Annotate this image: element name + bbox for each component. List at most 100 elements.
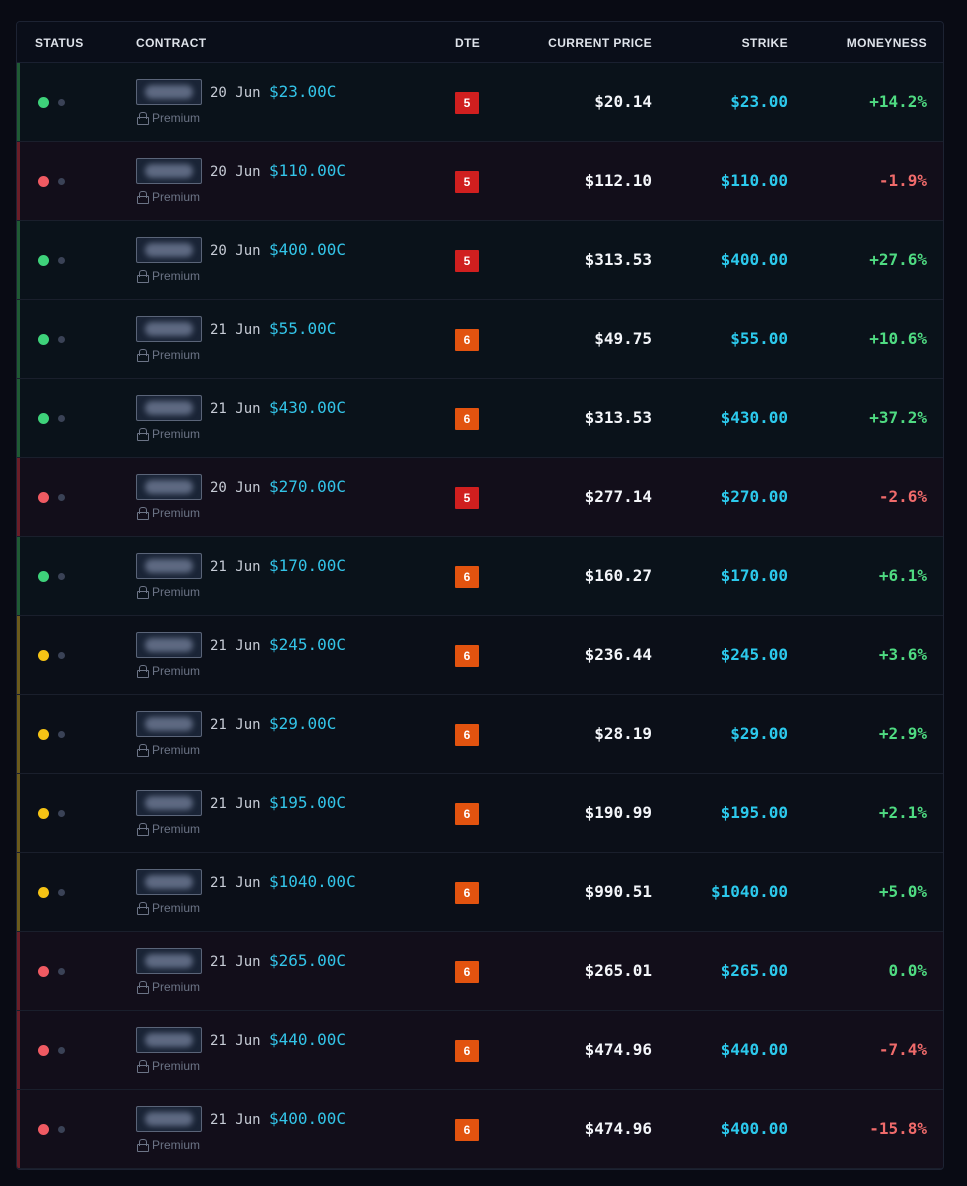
premium-label: Premium bbox=[137, 506, 200, 520]
secondary-status-dot bbox=[58, 494, 65, 501]
current-price: $49.75 bbox=[594, 329, 652, 348]
status-indicator-dot bbox=[38, 413, 49, 424]
table-header: STATUS CONTRACT DTE CURRENT PRICE STRIKE… bbox=[17, 22, 943, 63]
current-price: $160.27 bbox=[584, 566, 652, 585]
contract-strike-label[interactable]: $195.00C bbox=[269, 793, 347, 812]
premium-label: Premium bbox=[137, 427, 200, 441]
table-row[interactable]: 20 Jun $23.00C Premium 5 $20.14 $23.00 +14.2% bbox=[17, 63, 943, 142]
blurred-ticker bbox=[145, 480, 193, 494]
expiry-date: 21 Jun bbox=[210, 1112, 261, 1128]
ticker-redacted bbox=[136, 948, 202, 974]
dte-badge: 6 bbox=[455, 961, 479, 983]
lock-icon bbox=[137, 981, 149, 994]
premium-text: Premium bbox=[152, 111, 201, 125]
dte-badge: 6 bbox=[455, 1119, 479, 1141]
table-row[interactable]: 21 Jun $245.00C Premium 6 $236.44 $245.00 +3.6… bbox=[17, 616, 943, 695]
premium-label: Premium bbox=[137, 1138, 200, 1152]
secondary-status-dot bbox=[58, 810, 65, 817]
current-price: $313.53 bbox=[584, 250, 652, 269]
lock-icon bbox=[137, 428, 149, 441]
status-edge-bar bbox=[17, 1090, 20, 1168]
contract-strike-label[interactable]: $400.00C bbox=[269, 1109, 347, 1128]
header-status[interactable]: STATUS bbox=[35, 36, 84, 50]
contract-strike-label[interactable]: $270.00C bbox=[269, 477, 347, 496]
table-row[interactable]: 21 Jun $29.00C Premium 6 $28.19 $29.00 +2.9% bbox=[17, 695, 943, 774]
strike-price: $270.00 bbox=[720, 487, 788, 506]
contract-strike-label[interactable]: $265.00C bbox=[269, 951, 347, 970]
table-row[interactable]: 21 Jun $1040.00C Premium 6 $990.51 $1040.00 +5… bbox=[17, 853, 943, 932]
status-edge-bar bbox=[17, 932, 20, 1010]
table-row[interactable]: 20 Jun $400.00C Premium 5 $313.53 $400.00 +27.… bbox=[17, 221, 943, 300]
header-contract[interactable]: CONTRACT bbox=[136, 36, 207, 50]
contract-strike-label[interactable]: $430.00C bbox=[269, 398, 347, 417]
contract-strike-label[interactable]: $110.00C bbox=[269, 161, 347, 180]
dte-badge: 6 bbox=[455, 803, 479, 825]
table-row[interactable]: 21 Jun $440.00C Premium 6 $474.96 $440.00 -7.4… bbox=[17, 1011, 943, 1090]
lock-icon bbox=[137, 270, 149, 283]
header-moneyness[interactable]: MONEYNESS bbox=[846, 36, 927, 50]
table-row[interactable]: 20 Jun $110.00C Premium 5 $112.10 $110.00 -1.9… bbox=[17, 142, 943, 221]
strike-price: $170.00 bbox=[720, 566, 788, 585]
header-current-price[interactable]: CURRENT PRICE bbox=[548, 36, 652, 50]
current-price: $28.19 bbox=[594, 724, 652, 743]
contract-strike-label[interactable]: $1040.00C bbox=[269, 872, 356, 891]
secondary-status-dot bbox=[58, 652, 65, 659]
blurred-ticker bbox=[145, 85, 193, 99]
premium-text: Premium bbox=[152, 1059, 201, 1073]
ticker-redacted bbox=[136, 237, 202, 263]
contract-strike-label[interactable]: $55.00C bbox=[269, 319, 337, 338]
table-row[interactable]: 21 Jun $430.00C Premium 6 $313.53 $430.00 +37.… bbox=[17, 379, 943, 458]
dte-badge: 6 bbox=[455, 882, 479, 904]
secondary-status-dot bbox=[58, 178, 65, 185]
header-strike[interactable]: STRIKE bbox=[741, 36, 788, 50]
secondary-status-dot bbox=[58, 1047, 65, 1054]
status-edge-bar bbox=[17, 695, 20, 773]
strike-price: $29.00 bbox=[730, 724, 788, 743]
strike-price: $400.00 bbox=[720, 250, 788, 269]
secondary-status-dot bbox=[58, 336, 65, 343]
strike-price: $110.00 bbox=[720, 171, 788, 190]
status-indicator-dot bbox=[38, 97, 49, 108]
ticker-redacted bbox=[136, 1106, 202, 1132]
table-row[interactable]: 21 Jun $170.00C Premium 6 $160.27 $170.00 +6.1… bbox=[17, 537, 943, 616]
contract-strike-label[interactable]: $400.00C bbox=[269, 240, 347, 259]
moneyness-value: +37.2% bbox=[869, 408, 927, 427]
contract-strike-label[interactable]: $170.00C bbox=[269, 556, 347, 575]
dte-badge: 6 bbox=[455, 645, 479, 667]
premium-text: Premium bbox=[152, 901, 201, 915]
premium-label: Premium bbox=[137, 111, 200, 125]
header-dte[interactable]: DTE bbox=[455, 36, 481, 50]
contract-strike-label[interactable]: $245.00C bbox=[269, 635, 347, 654]
premium-label: Premium bbox=[137, 190, 200, 204]
table-row[interactable]: 21 Jun $55.00C Premium 6 $49.75 $55.00 +10.6% bbox=[17, 300, 943, 379]
lock-icon bbox=[137, 1060, 149, 1073]
current-price: $277.14 bbox=[584, 487, 652, 506]
status-edge-bar bbox=[17, 221, 20, 299]
table-row[interactable]: 21 Jun $265.00C Premium 6 $265.01 $265.00 0.0% bbox=[17, 932, 943, 1011]
contract-strike-label[interactable]: $29.00C bbox=[269, 714, 337, 733]
current-price: $265.01 bbox=[584, 961, 652, 980]
expiry-date: 21 Jun bbox=[210, 954, 261, 970]
premium-text: Premium bbox=[152, 427, 201, 441]
blurred-ticker bbox=[145, 875, 193, 889]
current-price: $236.44 bbox=[584, 645, 652, 664]
expiry-date: 21 Jun bbox=[210, 559, 261, 575]
premium-text: Premium bbox=[152, 585, 201, 599]
moneyness-value: 0.0% bbox=[888, 961, 927, 980]
dte-badge: 5 bbox=[455, 487, 479, 509]
contract-strike-label[interactable]: $23.00C bbox=[269, 82, 337, 101]
status-indicator-dot bbox=[38, 966, 49, 977]
current-price: $474.96 bbox=[584, 1040, 652, 1059]
secondary-status-dot bbox=[58, 415, 65, 422]
table-body: 20 Jun $23.00C Premium 5 $20.14 $23.00 +14.2% 2… bbox=[17, 63, 943, 1169]
expiry-date: 20 Jun bbox=[210, 243, 261, 259]
expiry-date: 20 Jun bbox=[210, 480, 261, 496]
lock-icon bbox=[137, 1139, 149, 1152]
table-row[interactable]: 21 Jun $195.00C Premium 6 $190.99 $195.00 +2.1… bbox=[17, 774, 943, 853]
premium-label: Premium bbox=[137, 585, 200, 599]
table-row[interactable]: 21 Jun $400.00C Premium 6 $474.96 $400.00 -15.… bbox=[17, 1090, 943, 1169]
moneyness-value: +27.6% bbox=[869, 250, 927, 269]
table-row[interactable]: 20 Jun $270.00C Premium 5 $277.14 $270.00 -2.6… bbox=[17, 458, 943, 537]
status-edge-bar bbox=[17, 63, 20, 141]
contract-strike-label[interactable]: $440.00C bbox=[269, 1030, 347, 1049]
